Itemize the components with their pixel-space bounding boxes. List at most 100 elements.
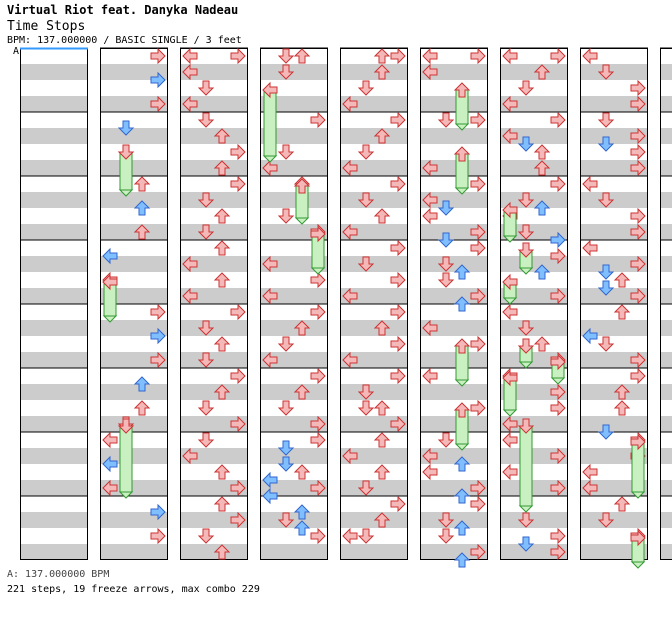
beat-stripe xyxy=(500,224,568,240)
up-arrow-icon xyxy=(613,496,631,512)
beat-stripe xyxy=(500,128,568,144)
freeze-arrow-tail xyxy=(262,155,278,163)
beat-stripe xyxy=(180,288,248,304)
beat-stripe xyxy=(180,480,248,496)
beat-stripe xyxy=(660,384,672,400)
column-border xyxy=(500,48,568,560)
step-stats: 221 steps, 19 freeze arrows, max combo 2… xyxy=(7,584,260,595)
right-arrow-icon xyxy=(310,367,326,385)
up-arrow-icon xyxy=(133,400,151,416)
left-arrow-icon xyxy=(102,431,118,449)
up-arrow-icon xyxy=(533,200,551,216)
beat-stripe xyxy=(100,96,168,112)
beat-stripe xyxy=(660,256,672,272)
up-arrow-icon xyxy=(613,384,631,400)
up-arrow-icon xyxy=(453,338,471,354)
up-arrow-icon xyxy=(533,336,551,352)
down-arrow-icon xyxy=(117,120,135,136)
freeze-arrow-body xyxy=(263,89,277,157)
up-arrow-icon xyxy=(213,544,231,560)
left-arrow-icon xyxy=(582,479,598,497)
right-arrow-icon xyxy=(470,175,486,193)
up-arrow-icon xyxy=(213,240,231,256)
beat-stripe xyxy=(420,480,488,496)
down-arrow-icon xyxy=(277,512,295,528)
right-arrow-icon xyxy=(310,431,326,449)
right-arrow-icon xyxy=(390,367,406,385)
down-arrow-icon xyxy=(277,336,295,352)
left-arrow-icon xyxy=(342,159,358,177)
beat-stripe xyxy=(500,64,568,80)
freeze-arrow-tail xyxy=(118,491,134,499)
beat-stripe xyxy=(180,128,248,144)
down-arrow-icon xyxy=(357,384,375,400)
left-arrow-icon xyxy=(342,95,358,113)
down-arrow-icon xyxy=(437,200,455,216)
left-arrow-icon xyxy=(502,463,518,481)
right-arrow-icon xyxy=(310,479,326,497)
song-title: Virtual Riot feat. Danyka Nadeau xyxy=(7,3,239,17)
beat-stripe xyxy=(420,544,488,560)
left-arrow-icon xyxy=(422,367,438,385)
beat-stripe xyxy=(100,480,168,496)
right-arrow-icon xyxy=(550,287,566,305)
beat-stripe xyxy=(100,256,168,272)
beat-stripe xyxy=(20,160,88,176)
left-arrow-icon xyxy=(582,327,598,345)
up-arrow-icon xyxy=(613,304,631,320)
right-arrow-icon xyxy=(550,175,566,193)
up-arrow-icon xyxy=(453,264,471,280)
down-arrow-icon xyxy=(197,192,215,208)
right-arrow-icon xyxy=(470,399,486,417)
up-arrow-icon xyxy=(133,376,151,392)
down-arrow-icon xyxy=(197,432,215,448)
left-arrow-icon xyxy=(502,201,518,219)
down-arrow-icon xyxy=(517,338,535,354)
right-arrow-icon xyxy=(470,111,486,129)
beat-stripe xyxy=(180,544,248,560)
up-arrow-icon xyxy=(453,488,471,504)
down-arrow-icon xyxy=(277,64,295,80)
left-arrow-icon xyxy=(262,487,278,505)
up-arrow-icon xyxy=(453,296,471,312)
beat-stripe xyxy=(340,128,408,144)
beat-stripe xyxy=(500,320,568,336)
beat-stripe xyxy=(340,96,408,112)
beat-stripe xyxy=(20,512,88,528)
beat-stripe xyxy=(20,448,88,464)
beat-stripe xyxy=(660,128,672,144)
right-arrow-icon xyxy=(310,527,326,545)
up-arrow-icon xyxy=(373,64,391,80)
right-arrow-icon xyxy=(150,327,166,345)
right-arrow-icon xyxy=(630,95,646,113)
beat-stripe xyxy=(180,352,248,368)
right-arrow-icon xyxy=(390,415,406,433)
left-arrow-icon xyxy=(582,463,598,481)
left-arrow-icon xyxy=(182,95,198,113)
down-arrow-icon xyxy=(597,280,615,296)
beat-stripe xyxy=(20,480,88,496)
right-arrow-icon xyxy=(150,71,166,89)
up-arrow-icon xyxy=(213,272,231,288)
down-arrow-icon xyxy=(197,80,215,96)
right-arrow-icon xyxy=(630,143,646,161)
beat-stripe xyxy=(500,480,568,496)
beat-stripe xyxy=(420,64,488,80)
beat-stripe xyxy=(260,320,328,336)
beat-stripe xyxy=(580,480,648,496)
right-arrow-icon xyxy=(150,527,166,545)
down-arrow-icon xyxy=(437,528,455,544)
right-arrow-icon xyxy=(630,159,646,177)
beat-stripe xyxy=(340,352,408,368)
beat-stripe xyxy=(260,384,328,400)
beat-stripe xyxy=(420,128,488,144)
beat-stripe xyxy=(420,448,488,464)
left-arrow-icon xyxy=(342,447,358,465)
down-arrow-icon xyxy=(117,144,135,160)
up-arrow-icon xyxy=(213,160,231,176)
down-arrow-icon xyxy=(197,320,215,336)
right-arrow-icon xyxy=(230,175,246,193)
beat-stripe xyxy=(500,384,568,400)
down-arrow-icon xyxy=(437,432,455,448)
beat-stripe xyxy=(20,384,88,400)
